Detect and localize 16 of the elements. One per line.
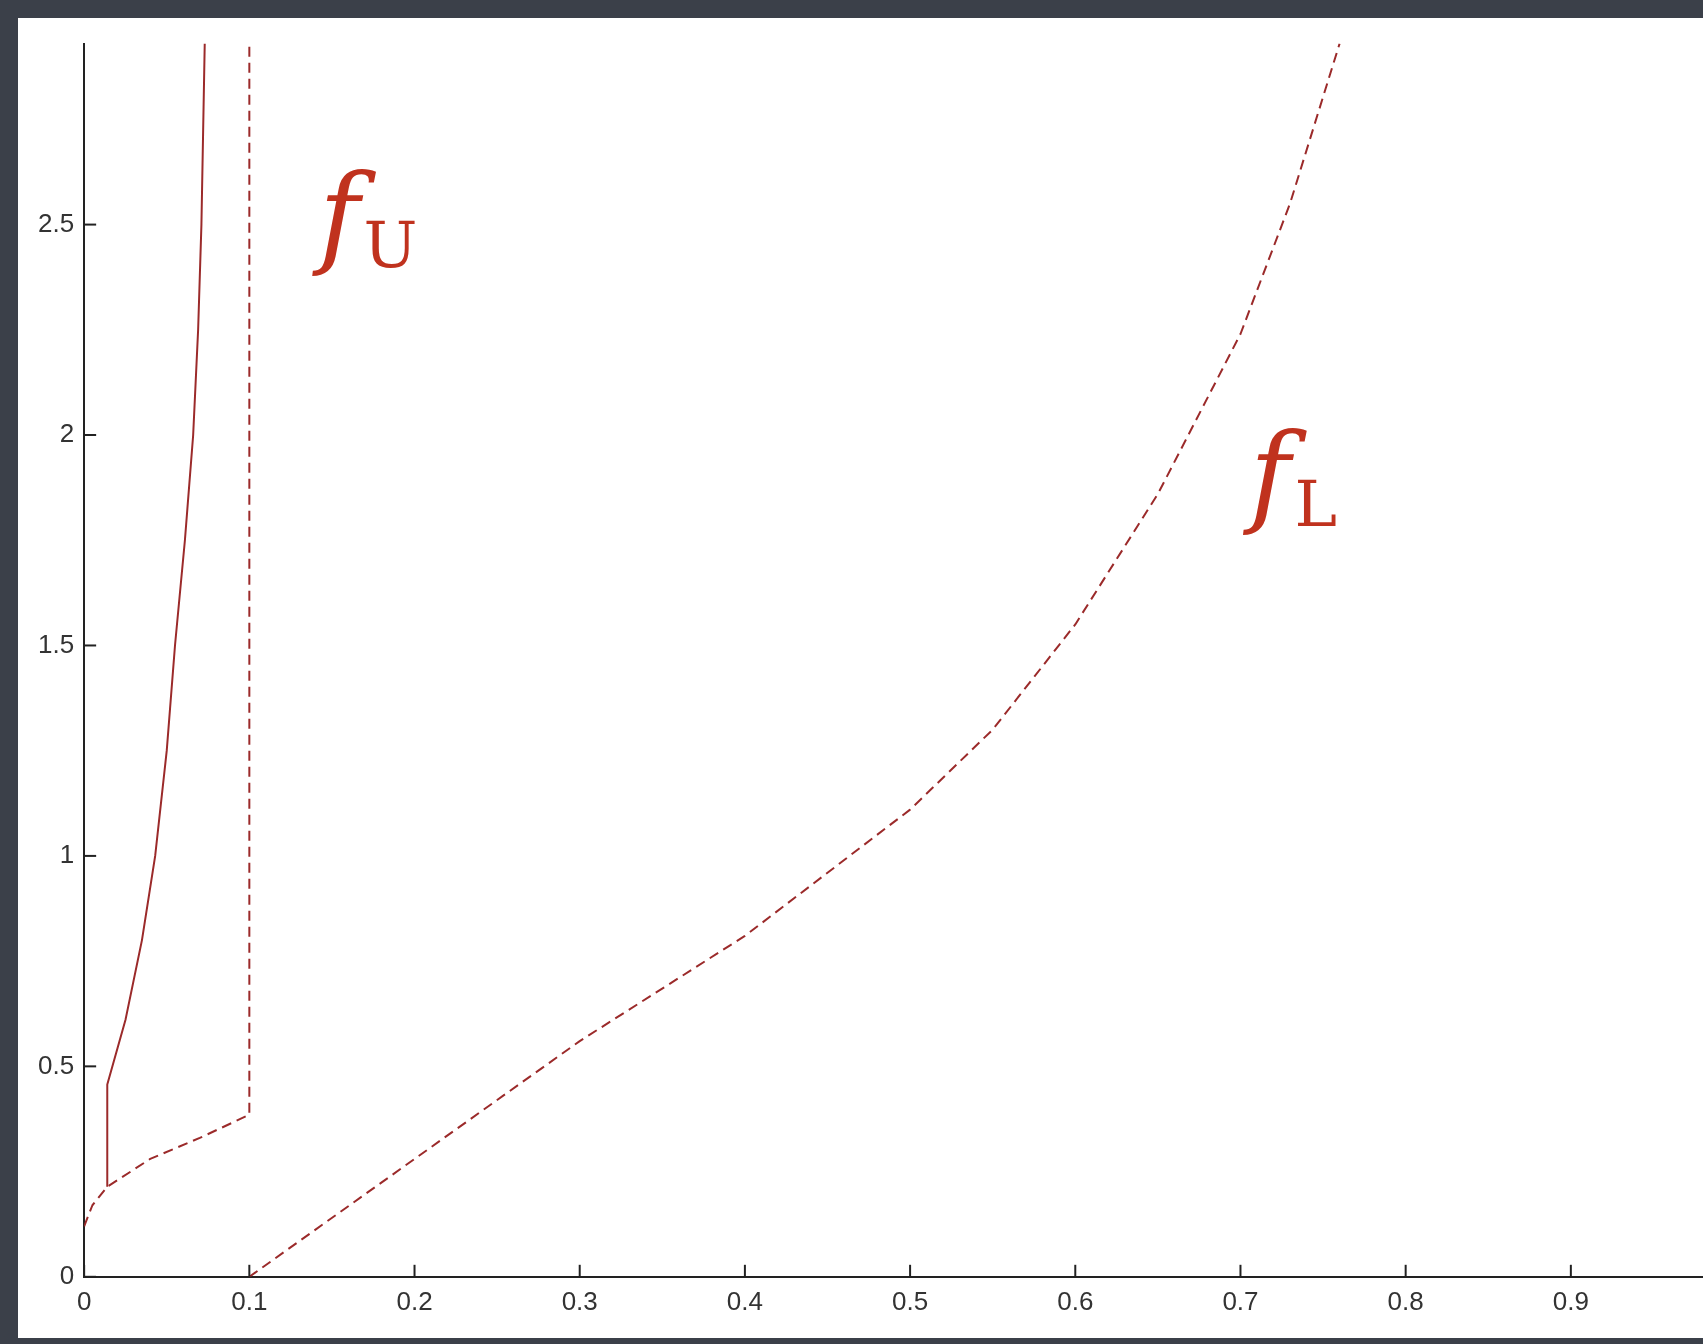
line-series bbox=[248, 43, 1341, 1277]
y-tick-label: 2.5 bbox=[37, 207, 75, 238]
x-tick-label: 0.7 bbox=[1222, 1285, 1259, 1316]
x-tick-label: 0.3 bbox=[561, 1285, 598, 1316]
x-tick-label: 0.4 bbox=[726, 1285, 763, 1316]
x-tick-label: 0.6 bbox=[1057, 1285, 1094, 1316]
y-tick-label: 2 bbox=[59, 418, 75, 449]
x-tick-label: 0.5 bbox=[892, 1285, 929, 1316]
x-tick-label: 0.2 bbox=[396, 1285, 433, 1316]
x-tick-label: 0.9 bbox=[1552, 1285, 1589, 1316]
y-tick-label: 0.5 bbox=[37, 1049, 75, 1080]
x-tick-label: 0.1 bbox=[231, 1285, 268, 1316]
y-tick-label: 0 bbox=[59, 1259, 75, 1290]
y-tick-label: 1.5 bbox=[37, 628, 75, 659]
y-tick-label: 1 bbox=[59, 839, 75, 870]
x-tick-label: 0.8 bbox=[1387, 1285, 1424, 1316]
